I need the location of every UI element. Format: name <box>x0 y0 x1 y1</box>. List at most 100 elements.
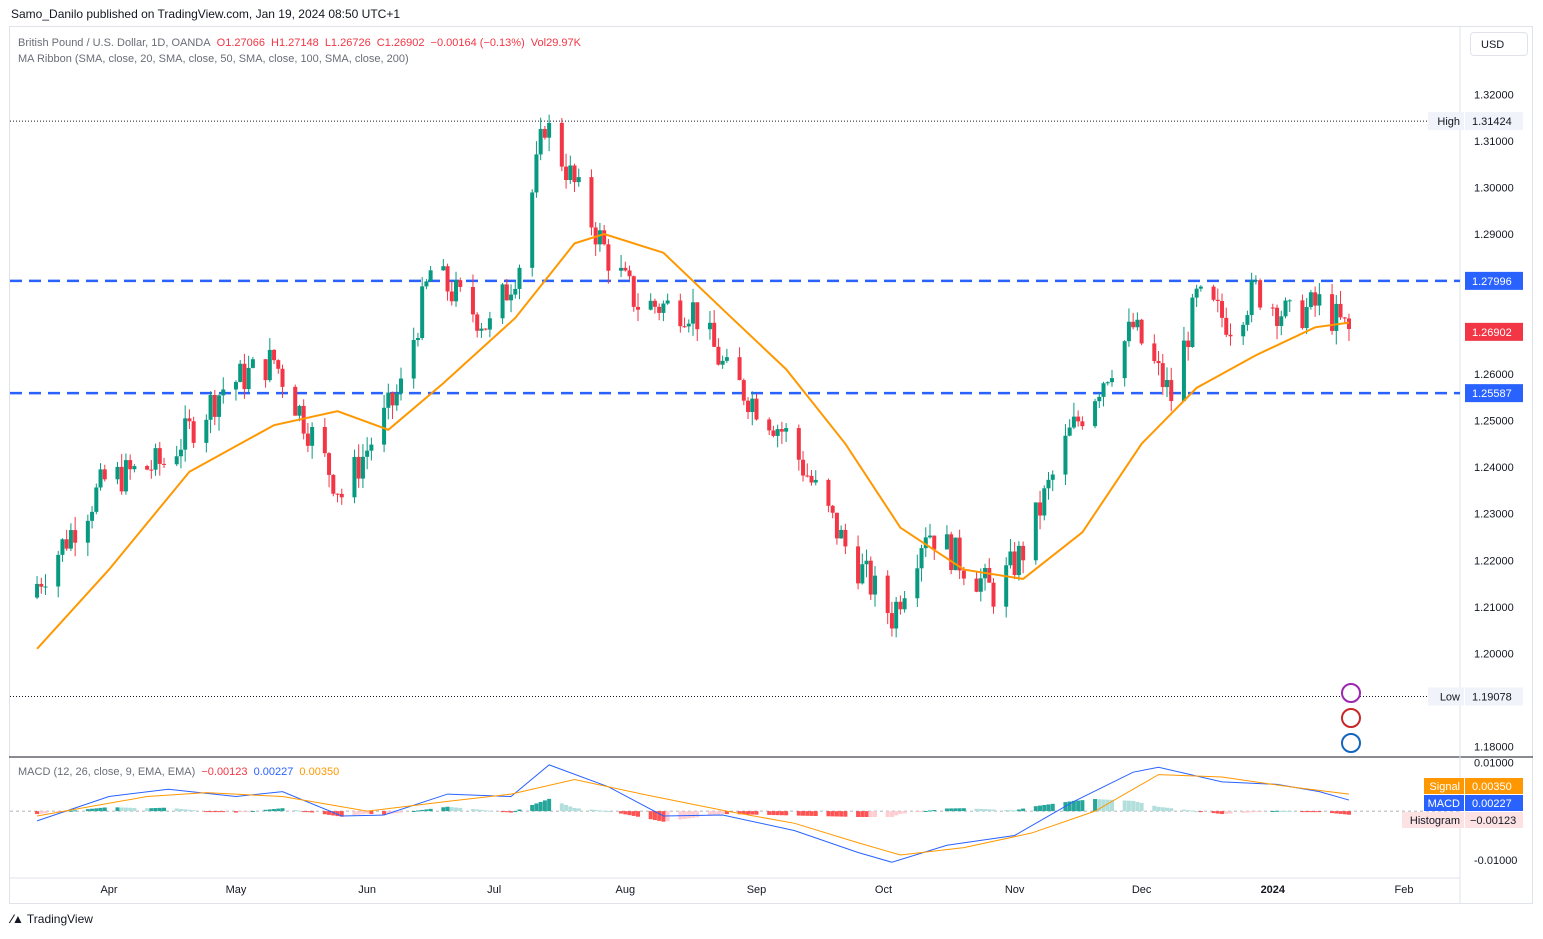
lightning-event-icon <box>1341 683 1361 703</box>
high-tag-value: 1.31424 <box>1472 116 1512 128</box>
macd-histogram-bar <box>530 804 535 812</box>
candle-body <box>174 456 179 465</box>
macd-signal-legend: 0.00350 <box>299 766 340 778</box>
macd-histogram-bar <box>208 811 213 813</box>
macd-histogram-bar <box>212 811 217 813</box>
resistance-tag-value: 1.27996 <box>1472 276 1512 288</box>
macd-histogram-bar <box>327 811 332 815</box>
currency-button[interactable]: USD <box>1470 32 1528 56</box>
candle-body <box>889 613 894 629</box>
macd-histogram-bar <box>682 811 687 819</box>
candle-body <box>547 122 552 138</box>
time-axis-label: 2024 <box>1261 884 1286 896</box>
candle-body <box>297 405 302 416</box>
candle-body <box>411 340 416 379</box>
macd-histogram-bar <box>454 807 459 812</box>
candle-body <box>572 165 577 183</box>
macd-histogram-bar <box>280 808 285 812</box>
time-axis-label: May <box>226 884 247 896</box>
macd-histogram-bar <box>238 811 243 813</box>
candle-body <box>115 466 120 480</box>
candle-body <box>238 363 243 383</box>
price-axis-label: 1.29000 <box>1474 229 1514 241</box>
candle-body <box>712 322 717 347</box>
candle-body <box>775 429 780 436</box>
candle-body <box>1342 317 1347 319</box>
macd-histogram-bar <box>695 811 700 818</box>
candle-body <box>1046 479 1051 489</box>
macd-histogram-bar <box>754 811 759 815</box>
macd-histogram-bar <box>1186 810 1191 812</box>
macd-histogram-bar <box>246 811 251 813</box>
macd-histogram-bar <box>1042 804 1047 812</box>
macd-histogram-bar <box>1287 810 1292 812</box>
macd-histogram-bar <box>85 809 90 812</box>
chart-frame[interactable] <box>9 26 1533 904</box>
resistance-tag-value-box <box>1465 271 1523 290</box>
macd-histogram-bar <box>1126 800 1131 812</box>
macd-histogram-bar <box>479 809 484 812</box>
macd-histogram-bar <box>386 811 391 815</box>
candle-body <box>487 318 492 330</box>
macd-histogram-bar <box>293 810 298 812</box>
time-axis-label: Nov <box>1005 884 1025 896</box>
candle-body <box>923 537 928 549</box>
macd-histogram-bar <box>686 811 691 819</box>
candle-body <box>1228 334 1233 337</box>
candle-body <box>627 270 632 277</box>
time-axis-label: Oct <box>875 884 892 896</box>
macd-histogram-bar <box>394 811 399 814</box>
macd-histogram-bar <box>619 811 624 814</box>
macd-line <box>36 764 1350 863</box>
macd-histogram-bar <box>1241 811 1246 813</box>
macd-legend[interactable]: MACD (12, 26, close, 9, EMA, EMA) −0.001… <box>18 766 342 778</box>
price-axis-label: 1.32000 <box>1474 89 1514 101</box>
hist-tag-label-box <box>1402 812 1464 828</box>
macd-histogram-bar <box>217 811 222 813</box>
macd-histogram-bar <box>872 811 877 817</box>
symbol-label[interactable]: British Pound / U.S. Dollar, 1D, OANDA <box>18 37 211 49</box>
candle-body <box>191 421 196 443</box>
macd-tag-value: 0.00227 <box>1472 798 1512 810</box>
macd-histogram-bar <box>513 811 518 813</box>
candle-body <box>1338 303 1343 318</box>
candle-body <box>1152 343 1157 362</box>
macd-histogram-bar <box>627 811 632 816</box>
macd-tag-label: MACD <box>1428 798 1460 810</box>
candle-body <box>293 386 298 416</box>
macd-histogram-bar <box>957 808 962 812</box>
candle-body <box>720 360 725 365</box>
candle-body <box>415 338 420 341</box>
price-axis-label: 1.26000 <box>1474 369 1514 381</box>
volume-value: Vol29.97K <box>530 37 581 49</box>
ma-ribbon-legend[interactable]: MA Ribbon (SMA, close, 20, SMA, close, 5… <box>18 53 409 65</box>
macd-histogram-bar <box>796 811 801 816</box>
macd-histogram-bar <box>470 809 475 812</box>
candle-body <box>872 575 877 595</box>
candle-body <box>1004 565 1009 607</box>
macd-histogram-bar <box>1093 799 1098 812</box>
candle-body <box>1050 474 1055 480</box>
macd-histogram-bar <box>187 809 192 812</box>
candle-body <box>475 314 480 331</box>
time-axis-label: Aug <box>616 884 636 896</box>
candle-body <box>737 357 742 381</box>
macd-histogram-bar <box>509 811 514 813</box>
price-axis-label: 1.21000 <box>1474 602 1514 614</box>
candle-body <box>1317 294 1322 306</box>
candle-body <box>102 469 107 480</box>
candle-body <box>212 394 217 417</box>
macd-histogram-bar <box>949 808 954 812</box>
candle-body <box>153 448 158 470</box>
candle-body <box>796 428 801 460</box>
macd-histogram-bar <box>720 811 725 814</box>
tradingview-logo[interactable]: ⁄▲ TradingView <box>11 912 93 926</box>
candle-body <box>1253 280 1258 282</box>
candle-body <box>1008 551 1013 566</box>
us-flag-icon <box>1341 733 1361 753</box>
candle-body <box>365 450 370 457</box>
macd-histogram-bar <box>589 809 594 812</box>
macd-histogram-bar <box>500 811 505 813</box>
candle-body <box>1304 307 1309 329</box>
